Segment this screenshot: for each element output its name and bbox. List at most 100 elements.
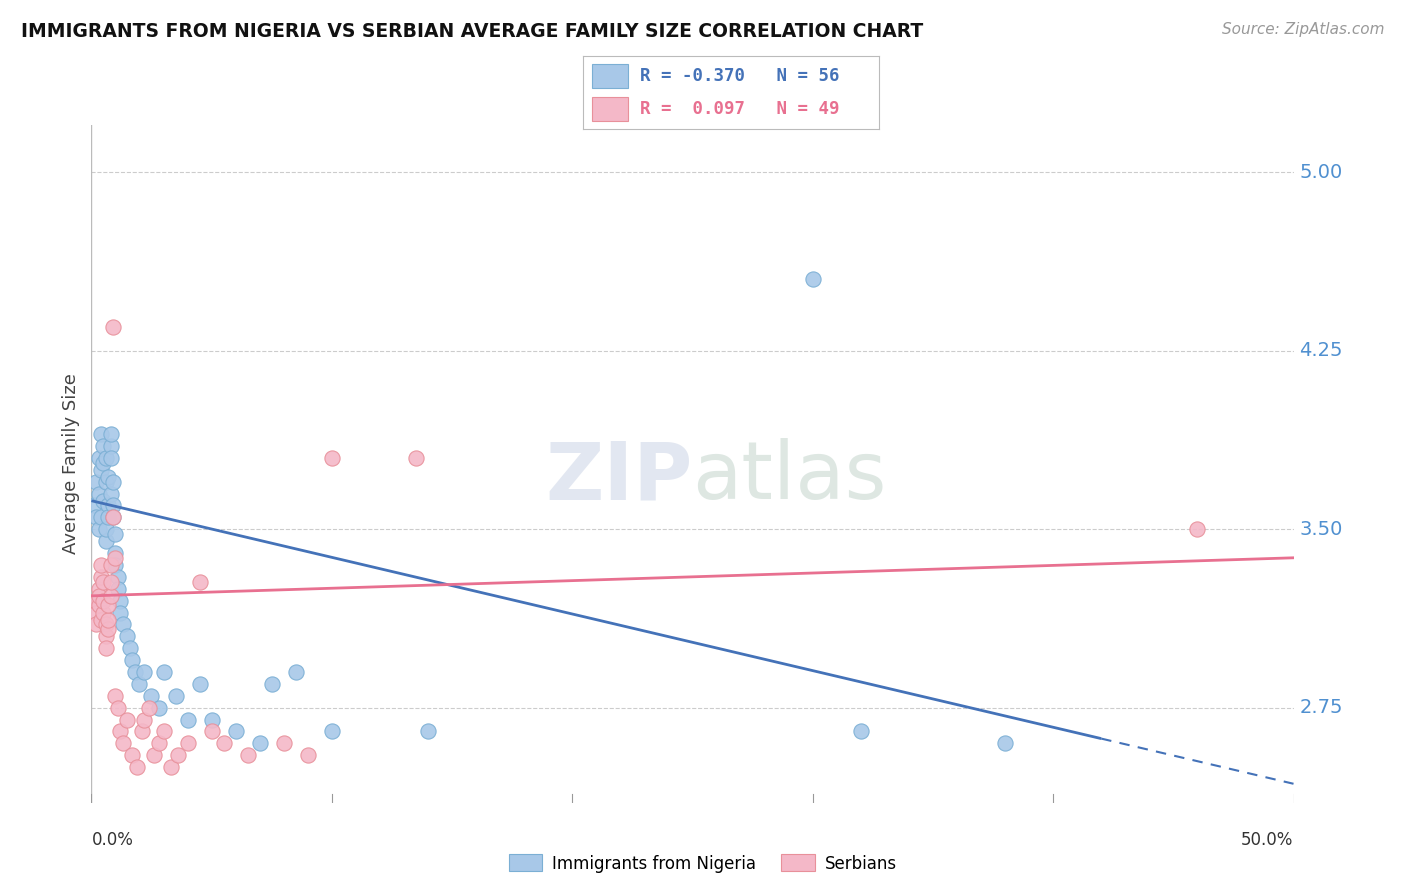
Point — [212, 736, 235, 750]
Point — [97, 470, 120, 484]
Point — [84, 510, 107, 524]
Point — [94, 534, 117, 549]
Text: R = -0.370   N = 56: R = -0.370 N = 56 — [640, 67, 839, 85]
Point — [87, 589, 110, 603]
Point — [97, 613, 120, 627]
Point — [201, 724, 224, 739]
Point — [801, 272, 824, 286]
Point — [176, 736, 198, 750]
Point — [93, 593, 115, 607]
Point — [90, 427, 112, 442]
Point — [104, 527, 127, 541]
Point — [90, 558, 112, 572]
Point — [138, 700, 160, 714]
Point — [201, 713, 224, 727]
Point — [87, 450, 110, 465]
Point — [134, 713, 156, 727]
Point — [93, 574, 115, 589]
Point — [100, 486, 122, 500]
Point — [101, 499, 124, 513]
Point — [121, 653, 143, 667]
Point — [131, 724, 153, 739]
Point — [124, 665, 146, 679]
Point — [100, 589, 122, 603]
Point — [94, 641, 117, 656]
Point — [107, 570, 129, 584]
Point — [152, 724, 174, 739]
Point — [165, 689, 187, 703]
Text: 4.25: 4.25 — [1299, 342, 1343, 360]
Point — [159, 760, 181, 774]
Point — [83, 593, 105, 607]
Point — [107, 582, 129, 596]
Bar — [592, 97, 627, 120]
Point — [100, 450, 122, 465]
Point — [321, 724, 343, 739]
Point — [94, 629, 117, 643]
Point — [416, 724, 439, 739]
Point — [118, 641, 141, 656]
Point — [148, 700, 170, 714]
Point — [167, 748, 190, 763]
Text: 3.50: 3.50 — [1299, 520, 1343, 539]
Point — [100, 574, 122, 589]
Point — [87, 522, 110, 536]
Y-axis label: Average Family Size: Average Family Size — [62, 374, 80, 554]
Point — [104, 558, 127, 572]
Text: atlas: atlas — [692, 438, 887, 516]
Point — [94, 617, 117, 632]
Point — [84, 606, 107, 620]
Point — [225, 724, 247, 739]
Point — [1187, 522, 1209, 536]
Point — [90, 510, 112, 524]
Point — [148, 736, 170, 750]
Point — [94, 522, 117, 536]
Point — [93, 493, 115, 508]
Point — [128, 677, 150, 691]
Text: 2.75: 2.75 — [1299, 698, 1343, 717]
Point — [134, 665, 156, 679]
Point — [849, 724, 872, 739]
Point — [188, 677, 211, 691]
Point — [97, 622, 120, 636]
Point — [97, 510, 120, 524]
Point — [83, 499, 105, 513]
Point — [188, 574, 211, 589]
Legend: Immigrants from Nigeria, Serbians: Immigrants from Nigeria, Serbians — [502, 847, 904, 880]
Point — [111, 736, 134, 750]
Text: 50.0%: 50.0% — [1241, 831, 1294, 849]
Point — [111, 617, 134, 632]
Text: IMMIGRANTS FROM NIGERIA VS SERBIAN AVERAGE FAMILY SIZE CORRELATION CHART: IMMIGRANTS FROM NIGERIA VS SERBIAN AVERA… — [21, 22, 924, 41]
Point — [87, 486, 110, 500]
Point — [141, 689, 163, 703]
Point — [93, 606, 115, 620]
Point — [994, 736, 1017, 750]
Point — [104, 689, 127, 703]
Point — [297, 748, 319, 763]
Point — [101, 510, 124, 524]
Text: ZIP: ZIP — [546, 438, 692, 516]
Point — [90, 570, 112, 584]
Point — [110, 724, 132, 739]
Point — [90, 613, 112, 627]
Text: 0.0%: 0.0% — [91, 831, 134, 849]
Point — [110, 593, 132, 607]
Point — [260, 677, 283, 691]
Point — [93, 439, 115, 453]
Point — [273, 736, 295, 750]
Point — [101, 320, 124, 334]
Point — [142, 748, 165, 763]
Point — [104, 546, 127, 560]
Point — [100, 427, 122, 442]
Point — [87, 582, 110, 596]
Point — [104, 550, 127, 565]
Point — [94, 475, 117, 489]
Point — [100, 439, 122, 453]
Point — [87, 599, 110, 613]
Point — [284, 665, 307, 679]
Point — [117, 713, 139, 727]
Point — [152, 665, 174, 679]
Point — [236, 748, 259, 763]
Point — [101, 510, 124, 524]
Text: Source: ZipAtlas.com: Source: ZipAtlas.com — [1222, 22, 1385, 37]
